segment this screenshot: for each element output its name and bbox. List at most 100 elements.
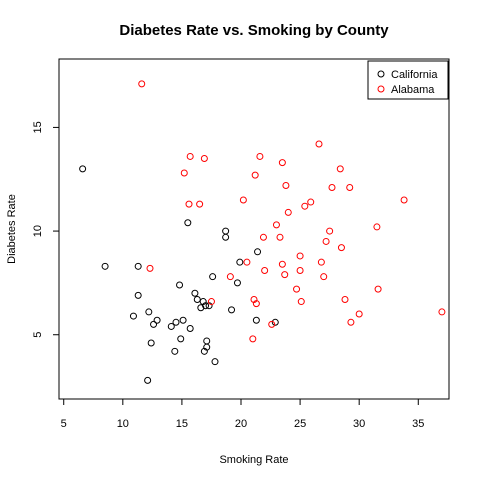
data-point-alabama xyxy=(337,244,345,252)
legend: California Alabama xyxy=(367,60,449,100)
data-point-alabama xyxy=(146,264,154,272)
y-axis: 5 10 15 xyxy=(32,121,60,338)
y-tick-label: 15 xyxy=(32,121,44,133)
legend-marker-california xyxy=(377,70,385,78)
data-point-california xyxy=(171,347,179,355)
data-point-california xyxy=(236,258,244,266)
data-point-alabama xyxy=(243,258,251,266)
data-point-alabama xyxy=(317,258,325,266)
data-point-california xyxy=(134,262,142,270)
y-tick-label: 5 xyxy=(32,332,44,338)
data-point-california xyxy=(228,306,236,314)
data-point-alabama xyxy=(301,202,309,210)
data-point-alabama xyxy=(307,198,315,206)
data-point-alabama xyxy=(346,184,354,192)
legend-label-california: California xyxy=(391,69,438,81)
data-point-california xyxy=(233,279,241,287)
data-point-alabama xyxy=(196,200,204,208)
data-point-california xyxy=(202,302,210,310)
data-point-alabama xyxy=(347,318,355,326)
data-point-california xyxy=(134,291,142,299)
data-point-alabama xyxy=(251,171,259,179)
data-point-california xyxy=(147,339,155,347)
data-point-california xyxy=(222,227,230,235)
data-point-alabama xyxy=(138,80,146,88)
data-point-alabama xyxy=(186,152,194,160)
data-point-california xyxy=(129,312,137,320)
data-point-california xyxy=(203,337,211,345)
x-axis-label: Smoking Rate xyxy=(219,454,288,466)
data-point-alabama xyxy=(355,310,363,318)
data-point-california xyxy=(193,295,201,303)
data-point-california xyxy=(101,262,109,270)
data-points xyxy=(79,80,446,384)
data-point-alabama xyxy=(336,165,344,173)
data-point-alabama xyxy=(272,221,280,229)
y-axis-label: Diabetes Rate xyxy=(6,194,18,264)
data-point-alabama xyxy=(278,260,286,268)
legend-label-alabama: Alabama xyxy=(391,84,435,96)
y-tick-label: 10 xyxy=(32,225,44,237)
data-point-alabama xyxy=(259,233,267,241)
data-point-california xyxy=(145,308,153,316)
data-point-alabama xyxy=(252,300,260,308)
data-point-alabama xyxy=(315,140,323,148)
data-point-alabama xyxy=(341,295,349,303)
data-point-alabama xyxy=(293,285,301,293)
data-point-california xyxy=(271,318,279,326)
data-point-alabama xyxy=(180,169,188,177)
data-point-alabama xyxy=(296,252,304,260)
data-point-alabama xyxy=(326,227,334,235)
data-point-alabama xyxy=(276,233,284,241)
x-tick-label: 10 xyxy=(117,418,129,430)
data-point-california xyxy=(177,335,185,343)
chart-title: Diabetes Rate vs. Smoking by County xyxy=(119,22,389,39)
data-point-alabama xyxy=(282,181,290,189)
x-tick-label: 25 xyxy=(294,418,306,430)
data-point-alabama xyxy=(249,335,257,343)
data-point-california xyxy=(179,316,187,324)
data-point-alabama xyxy=(281,271,289,279)
data-point-alabama xyxy=(256,152,264,160)
data-point-alabama xyxy=(400,196,408,204)
data-point-alabama xyxy=(268,320,276,328)
data-point-alabama xyxy=(200,155,208,163)
data-point-california xyxy=(153,316,161,324)
data-point-alabama xyxy=(284,208,292,216)
data-point-california xyxy=(191,289,199,297)
x-tick-label: 15 xyxy=(176,418,188,430)
data-point-california xyxy=(209,273,217,281)
data-point-california xyxy=(211,358,219,366)
x-tick-label: 5 xyxy=(61,418,67,430)
data-point-california xyxy=(172,318,180,326)
x-tick-label: 35 xyxy=(412,418,424,430)
data-point-alabama xyxy=(374,285,382,293)
data-point-california xyxy=(252,316,260,324)
data-point-alabama xyxy=(185,200,193,208)
data-point-alabama xyxy=(373,223,381,231)
data-point-california xyxy=(176,281,184,289)
data-point-alabama xyxy=(278,159,286,167)
data-point-california xyxy=(254,248,262,256)
data-point-alabama xyxy=(261,266,269,274)
data-point-alabama xyxy=(297,298,305,306)
data-point-alabama xyxy=(438,308,446,316)
data-point-alabama xyxy=(296,266,304,274)
data-point-california xyxy=(184,219,192,227)
legend-box xyxy=(367,60,449,100)
data-point-alabama xyxy=(226,273,234,281)
data-point-alabama xyxy=(239,196,247,204)
legend-marker-alabama xyxy=(377,85,385,93)
x-axis: 5 10 15 20 25 30 35 xyxy=(61,398,424,430)
data-point-alabama xyxy=(320,273,328,281)
data-point-california xyxy=(79,165,87,173)
x-tick-label: 20 xyxy=(235,418,247,430)
data-point-alabama xyxy=(322,237,330,245)
data-point-alabama xyxy=(207,298,215,306)
data-point-california xyxy=(167,322,175,330)
data-point-california xyxy=(150,320,158,328)
data-point-alabama xyxy=(328,184,336,192)
x-tick-label: 30 xyxy=(353,418,365,430)
data-point-california xyxy=(186,325,194,333)
